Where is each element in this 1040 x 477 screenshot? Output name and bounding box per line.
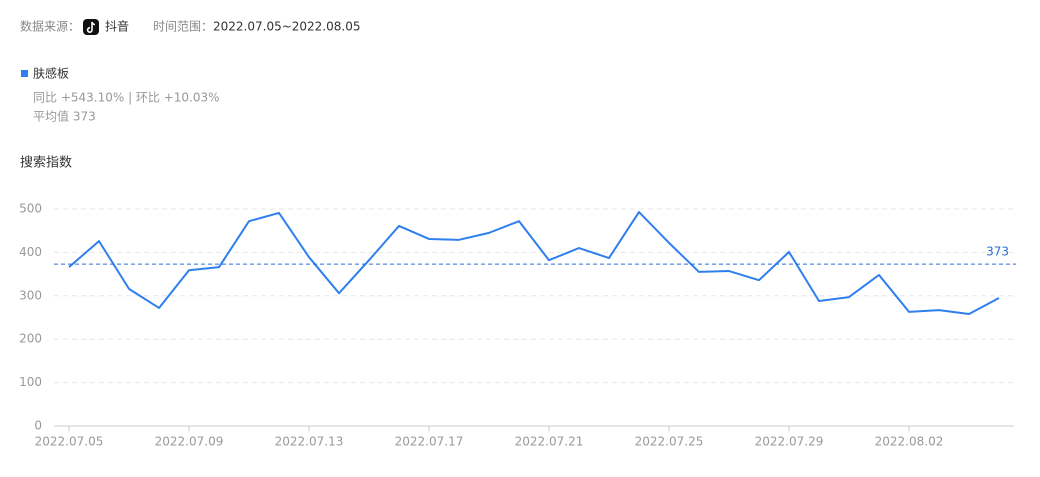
x-tick-label: 2022.07.13 bbox=[275, 435, 344, 449]
x-tick-label: 2022.07.25 bbox=[635, 435, 704, 449]
x-tick-label: 2022.07.17 bbox=[395, 435, 464, 449]
x-tick-label: 2022.07.29 bbox=[755, 435, 824, 449]
x-tick-label: 2022.07.05 bbox=[35, 435, 104, 449]
y-tick-label: 0 bbox=[34, 419, 42, 433]
range-label: 时间范围： bbox=[153, 20, 213, 34]
y-tick-label: 500 bbox=[19, 202, 42, 216]
y-tick-label: 300 bbox=[19, 288, 42, 302]
douyin-icon-note bbox=[86, 21, 96, 33]
legend-label: 肤感板 bbox=[33, 66, 69, 81]
source-label: 数据来源： bbox=[20, 19, 80, 34]
y-tick-label: 400 bbox=[19, 245, 42, 259]
range: 2022.07.05~2022.08.05 bbox=[213, 20, 360, 34]
stat: 同比 +543.10% | 环比 +10.03% bbox=[33, 91, 220, 105]
x-tick-label: 2022.08.02 bbox=[875, 435, 944, 449]
x-tick-label: 2022.07.21 bbox=[515, 435, 584, 449]
source: 抖音 bbox=[105, 19, 129, 34]
line bbox=[68, 211, 1000, 316]
reference-label: 373 bbox=[986, 245, 1009, 259]
y-tick-label: 100 bbox=[19, 375, 42, 389]
legend-swatch bbox=[21, 70, 28, 77]
chart-title: 搜索指数 bbox=[20, 156, 72, 171]
stat: 平均值 373 bbox=[33, 109, 96, 124]
x-tick-label: 2022.07.09 bbox=[155, 435, 224, 449]
y-tick-label: 200 bbox=[19, 332, 42, 346]
